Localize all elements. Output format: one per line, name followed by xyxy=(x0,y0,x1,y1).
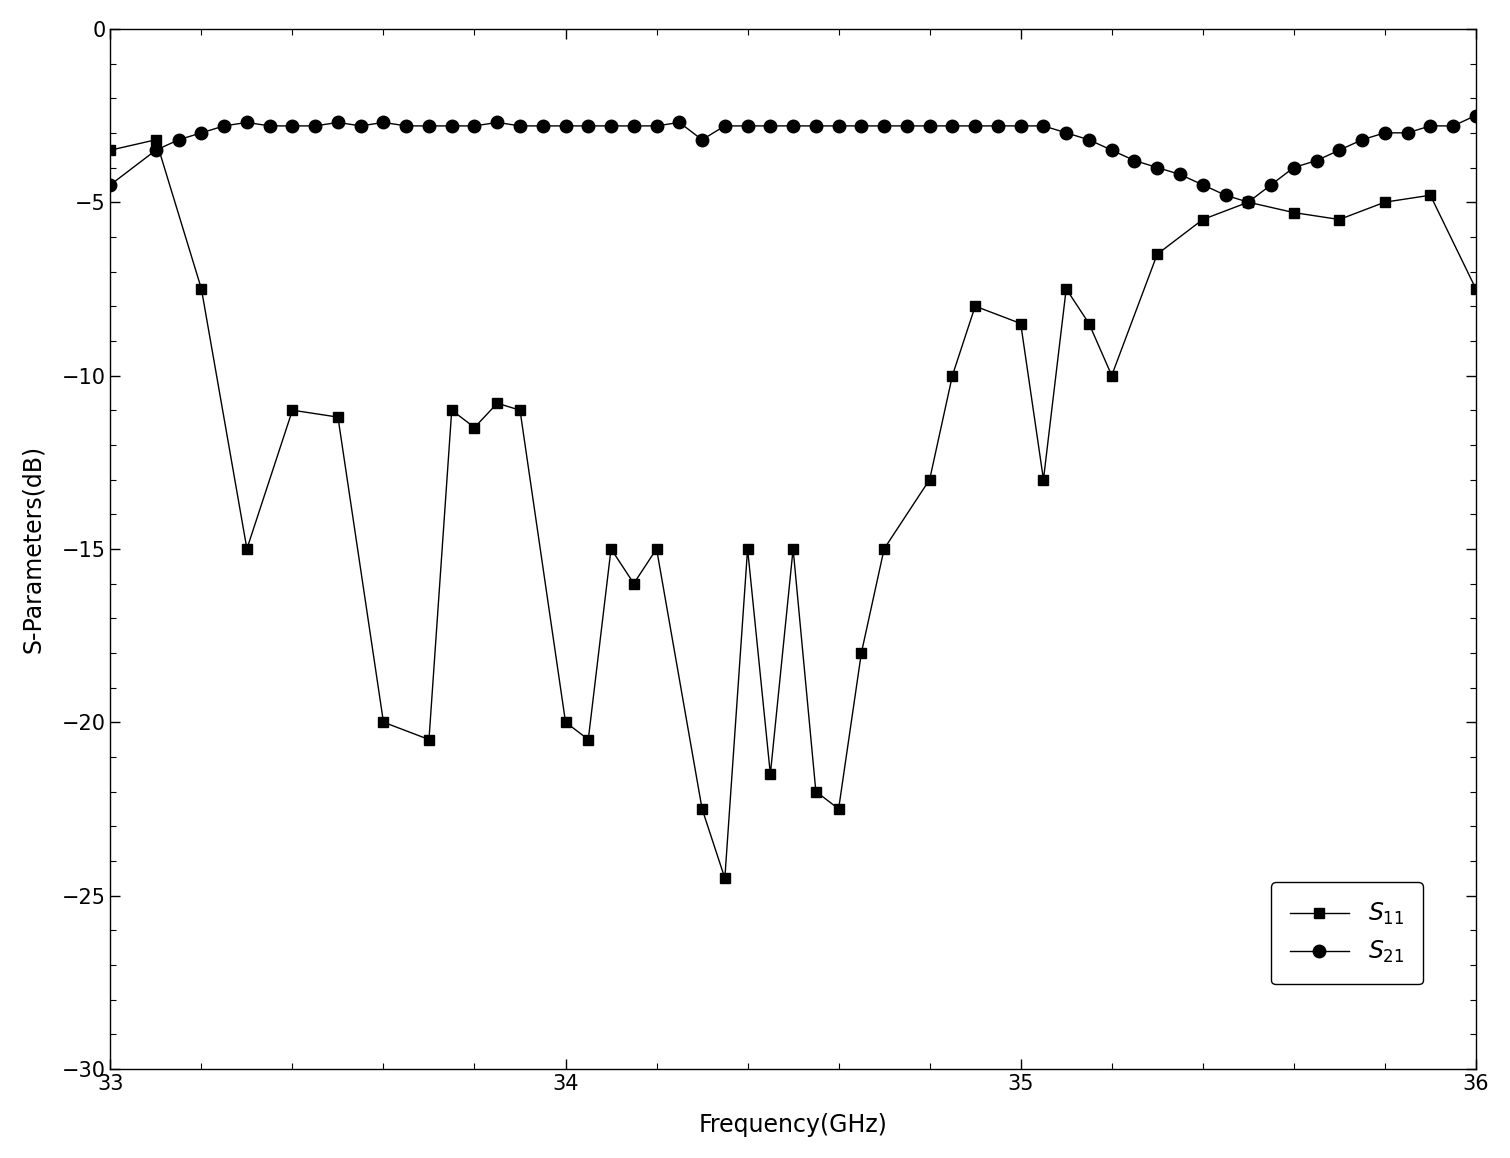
$S_{11}$ xyxy=(944,368,962,382)
$S_{11}$ xyxy=(146,133,165,147)
$S_{11}$ xyxy=(1285,206,1303,220)
$S_{11}$ xyxy=(192,281,210,295)
$S_{21}$ xyxy=(1240,196,1258,210)
$S_{11}$ xyxy=(510,403,528,417)
Line: $S_{21}$: $S_{21}$ xyxy=(104,109,1483,208)
$S_{11}$ xyxy=(625,577,643,591)
$S_{11}$ xyxy=(852,646,870,660)
$S_{11}$ xyxy=(1034,472,1052,486)
$S_{11}$ xyxy=(738,542,757,556)
$S_{21}$ xyxy=(580,119,598,133)
$S_{11}$ xyxy=(1194,213,1213,227)
$S_{11}$ xyxy=(465,420,483,434)
$S_{11}$ xyxy=(1330,213,1348,227)
$S_{11}$ xyxy=(921,472,939,486)
$S_{11}$ xyxy=(101,144,119,157)
$S_{11}$ xyxy=(329,410,347,424)
$S_{11}$ xyxy=(1057,281,1075,295)
$S_{11}$ xyxy=(1421,189,1439,203)
$S_{11}$ xyxy=(1376,196,1394,210)
$S_{11}$ xyxy=(442,403,461,417)
$S_{11}$ xyxy=(284,403,302,417)
$S_{11}$ xyxy=(239,542,257,556)
$S_{11}$ xyxy=(693,801,711,815)
$S_{21}$ xyxy=(1466,109,1484,123)
$S_{21}$ xyxy=(465,119,483,133)
$S_{11}$ xyxy=(648,542,666,556)
$S_{11}$ xyxy=(806,785,824,799)
$S_{21}$ xyxy=(557,119,575,133)
$S_{11}$ xyxy=(716,871,734,885)
$S_{21}$ xyxy=(510,119,528,133)
$S_{21}$ xyxy=(966,119,985,133)
$S_{11}$ xyxy=(1080,316,1098,330)
$S_{11}$ xyxy=(580,733,598,747)
$S_{11}$ xyxy=(602,542,621,556)
Y-axis label: S-Parameters(dB): S-Parameters(dB) xyxy=(21,445,45,653)
$S_{11}$ xyxy=(761,768,779,782)
$S_{11}$ xyxy=(1102,368,1120,382)
$S_{11}$ xyxy=(420,733,438,747)
X-axis label: Frequency(GHz): Frequency(GHz) xyxy=(699,1113,888,1137)
$S_{21}$ xyxy=(352,119,370,133)
Legend: $S_{11}$, $S_{21}$: $S_{11}$, $S_{21}$ xyxy=(1271,882,1422,984)
$S_{21}$ xyxy=(101,178,119,192)
$S_{11}$ xyxy=(876,542,894,556)
$S_{11}$ xyxy=(829,801,847,815)
$S_{11}$ xyxy=(1466,281,1484,295)
Line: $S_{11}$: $S_{11}$ xyxy=(106,135,1481,884)
$S_{11}$ xyxy=(966,299,985,313)
$S_{11}$ xyxy=(557,716,575,730)
$S_{11}$ xyxy=(488,396,506,410)
$S_{11}$ xyxy=(784,542,802,556)
$S_{11}$ xyxy=(374,716,393,730)
$S_{11}$ xyxy=(1148,247,1166,261)
$S_{11}$ xyxy=(1012,316,1030,330)
$S_{11}$ xyxy=(1240,196,1258,210)
